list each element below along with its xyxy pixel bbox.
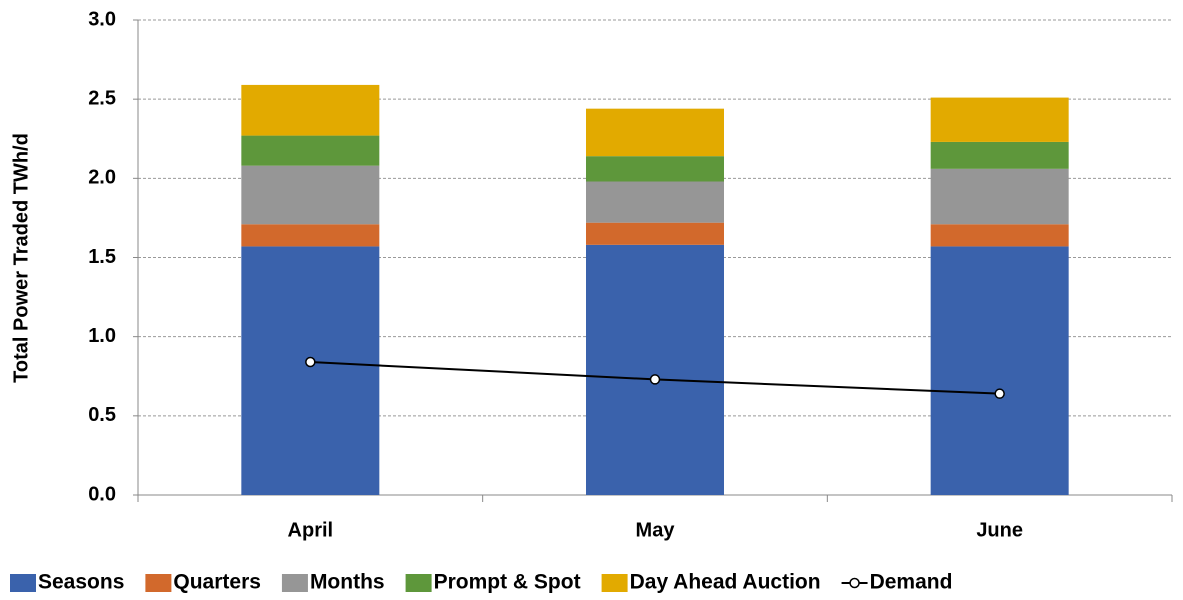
legend-label: Seasons: [38, 571, 124, 594]
y-tick-label: 2.5: [88, 87, 116, 109]
bar-segment: [241, 246, 380, 495]
legend-swatch: [849, 577, 860, 589]
legend-swatch: [405, 574, 432, 592]
line-point: [994, 388, 1005, 399]
y-tick-label: 0.0: [88, 483, 116, 505]
bar-segment: [930, 141, 1069, 169]
y-tick-label: 2.0: [88, 167, 116, 189]
legend-label: Months: [310, 571, 385, 594]
legend-label: Demand: [870, 571, 953, 594]
bar-segment: [241, 84, 380, 136]
y-tick-label: 3.0: [88, 8, 116, 30]
bar-segment: [930, 224, 1069, 247]
x-tick-label: April: [288, 519, 334, 541]
bar-segment: [586, 156, 724, 182]
legend-swatch: [10, 574, 36, 592]
legend-swatch: [601, 574, 628, 592]
y-tick-label: 0.5: [88, 404, 116, 426]
y-tick-label: 1.5: [88, 246, 116, 268]
legend-label: Prompt & Spot: [434, 571, 581, 594]
bar-segment: [930, 97, 1069, 142]
legend-label: Quarters: [173, 571, 261, 594]
bar-segment: [930, 168, 1069, 225]
bar-segment: [586, 181, 724, 223]
bar-segment: [241, 224, 380, 247]
bar-segment: [586, 222, 724, 245]
bar-segment: [930, 246, 1069, 495]
x-tick-label: May: [636, 519, 676, 541]
legend-swatch: [281, 574, 308, 592]
line-point: [649, 374, 661, 385]
x-tick-label: June: [976, 519, 1023, 541]
bar-segment: [586, 244, 724, 495]
bar-segment: [586, 108, 724, 157]
legend-label: Day Ahead Auction: [630, 571, 821, 594]
bar-segment: [241, 135, 380, 166]
line-point: [305, 356, 316, 368]
y-tick-label: 1.0: [88, 325, 116, 347]
legend-swatch: [145, 574, 172, 592]
y-axis-label: Total Power Traded TWh/d: [10, 133, 32, 383]
bar-segment: [241, 165, 380, 225]
